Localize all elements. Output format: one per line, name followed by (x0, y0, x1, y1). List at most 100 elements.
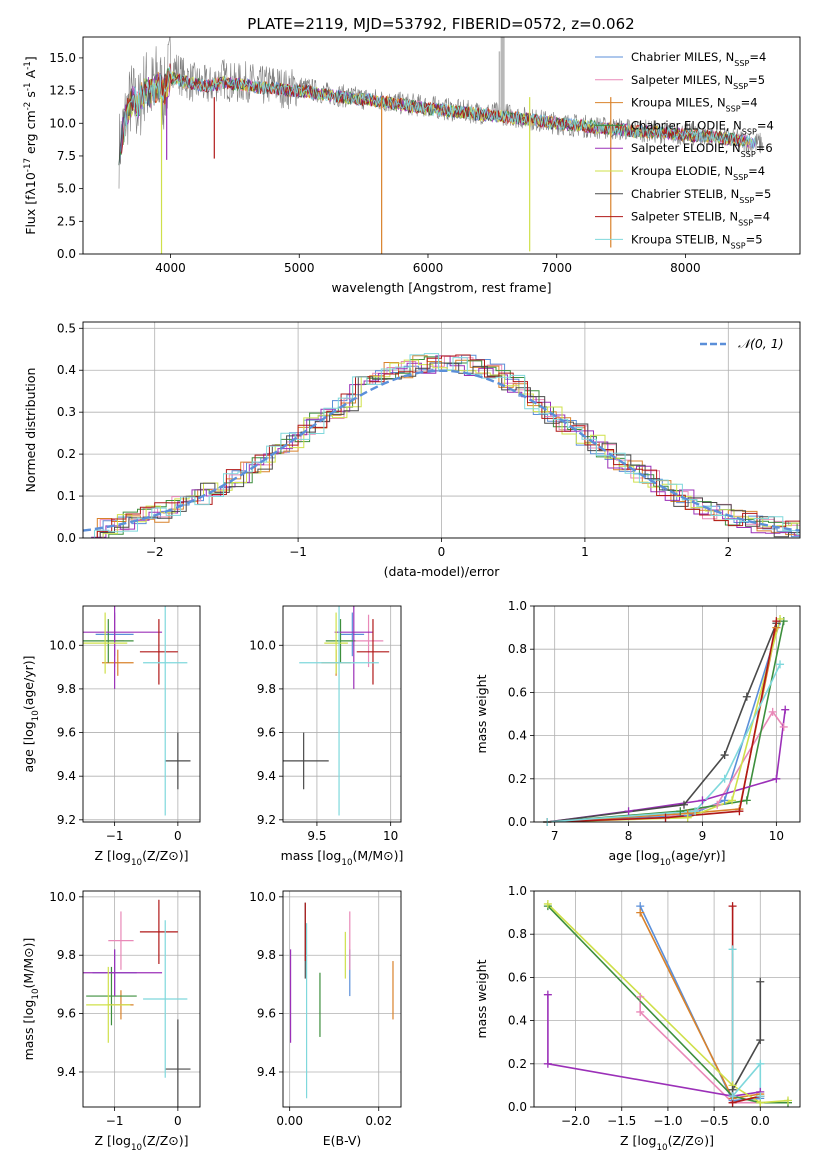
x-tick-label: 0.02 (365, 1114, 392, 1128)
legend-label: Chabrier ELODIE, NSSP=4 (631, 118, 774, 136)
x-tick-label: 0 (174, 1114, 182, 1128)
normal-curve (83, 369, 800, 532)
x-tick-label: −2 (146, 545, 164, 559)
x-tick-label: 10 (383, 829, 398, 843)
weight-marker (742, 692, 751, 701)
chart-massweight_vs_age: 7 8 9 10 0.0 0.2 0.4 0.6 0.8 1.0 age [log10(age/yr… (474, 599, 801, 868)
y-tick-label: 0.3 (57, 405, 76, 419)
x-tick-label: 9 (699, 829, 707, 843)
y-tick-label: 0.4 (508, 729, 527, 743)
y-tick-label: 0.0 (57, 247, 76, 261)
y-tick-label: 10.0 (249, 638, 276, 652)
y-tick-label: 9.6 (257, 726, 276, 740)
plot-area (118, 37, 763, 254)
y-tick-label: 1.0 (508, 599, 527, 613)
plot-area (83, 606, 200, 822)
weight-marker (636, 1007, 645, 1016)
chart-spectrum: 4000 5000 6000 7000 8000 0.0 2.5 5.0 7.5 10.0 12.5… (23, 36, 801, 295)
y-tick-label: 0.4 (57, 363, 76, 377)
x-axis-label: mass [log10(M/M⊙)] (281, 848, 404, 868)
x-axis-label: wavelength [Angstrom, rest frame] (331, 280, 551, 295)
weight-marker (624, 807, 633, 816)
x-tick-label: 9.5 (307, 829, 326, 843)
y-tick-label: 2.5 (57, 214, 76, 228)
axes-frame (82, 890, 201, 1108)
weight-marker (783, 1096, 792, 1105)
weight-marker (683, 813, 692, 822)
weight-marker (543, 990, 552, 999)
y-tick-label: 5.0 (57, 182, 76, 196)
plot-area (283, 606, 401, 822)
histogram-salpeter-elodie (83, 355, 800, 538)
y-tick-label: 9.2 (57, 813, 76, 827)
legend-label: Salpeter MILES, NSSP=5 (631, 73, 765, 91)
x-axis-label: E(B-V) (323, 1133, 362, 1148)
y-tick-label: 0.8 (508, 927, 527, 941)
chart-mass_vs_Z: −1 0 9.4 9.6 9.8 10.0 Z [log10(Z/Z⊙)] mass [log… (21, 890, 201, 1153)
chart-residuals: −2 −1 0 1 2 0.0 0.1 0.2 0.3 0.4 0.5 (data-model)/er… (23, 321, 801, 579)
x-tick-label: 2 (724, 545, 732, 559)
weight-marker (698, 796, 707, 805)
weight-marker (720, 796, 729, 805)
weight-marker (756, 977, 765, 986)
y-tick-label: 15.0 (49, 51, 76, 65)
weight-line-kroupa-stelib (731, 949, 762, 1099)
y-tick-label: 10.0 (249, 890, 276, 904)
y-tick-label: 9.4 (257, 769, 276, 783)
weight-marker (756, 1059, 765, 1068)
legend-label: Salpeter STELIB, NSSP=4 (631, 210, 770, 228)
x-tick-label: 0.0 (751, 1114, 770, 1128)
x-tick-label: 10 (769, 829, 784, 843)
x-tick-label: 8000 (670, 261, 701, 275)
y-tick-label: 9.6 (57, 1007, 76, 1021)
weight-marker (756, 1036, 765, 1045)
y-tick-label: 7.5 (57, 149, 76, 163)
y-tick-label: 0.2 (508, 772, 527, 786)
axes-frame (82, 321, 801, 539)
weight-marker (728, 945, 737, 954)
y-tick-label: 10.0 (49, 638, 76, 652)
y-tick-label: 9.8 (57, 682, 76, 696)
x-axis-label: Z [log10(Z/Z⊙)] (620, 1133, 714, 1153)
weight-marker (756, 1092, 765, 1101)
y-tick-label: 0.6 (508, 970, 527, 984)
figure-title: PLATE=2119, MJD=53792, FIBERID=0572, z=0… (247, 15, 634, 33)
weight-marker (636, 992, 645, 1001)
x-tick-label: −0.5 (700, 1114, 729, 1128)
chart-age_vs_Z: −1 0 9.2 9.4 9.6 9.8 10.0 Z [log10(Z/Z⊙)] age [l… (21, 605, 201, 868)
legend-label: Chabrier STELIB, NSSP=5 (631, 187, 771, 205)
x-tick-label: −1.0 (653, 1114, 682, 1128)
x-axis-label: (data-model)/error (384, 564, 501, 579)
x-tick-label: −1 (289, 545, 307, 559)
weight-marker (728, 796, 737, 805)
y-tick-label: 9.6 (57, 726, 76, 740)
plot-area (83, 322, 800, 538)
weight-marker (543, 1059, 552, 1068)
legend-label: 𝒩(0, 1) (738, 336, 784, 351)
y-tick-label: 0.2 (57, 447, 76, 461)
weight-marker (779, 722, 788, 731)
y-tick-label: 9.4 (257, 1065, 276, 1079)
y-tick-label: 0.0 (508, 815, 527, 829)
x-axis-label: Z [log10(Z/Z⊙)] (94, 1133, 188, 1153)
spectrum-model-kroupa-stelib (123, 66, 756, 148)
x-tick-label: 7 (551, 829, 559, 843)
y-axis-label: mass weight (474, 674, 489, 753)
histogram-kroupa-stelib (83, 353, 800, 538)
x-tick-label: 1 (581, 545, 589, 559)
y-tick-label: 12.5 (49, 84, 76, 98)
x-tick-label: 6000 (413, 261, 444, 275)
chart-age_vs_mass: 9.5 10 9.2 9.4 9.6 9.8 10.0 mass [log10(M/M⊙)] (249, 605, 404, 868)
weight-marker (676, 807, 685, 816)
y-tick-label: 9.8 (57, 948, 76, 962)
weight-marker (720, 751, 729, 760)
y-axis-label: mass weight (474, 959, 489, 1038)
weight-marker (691, 807, 700, 816)
legend-label: Kroupa STELIB, NSSP=5 (631, 232, 763, 250)
plot-area (283, 891, 401, 1107)
y-tick-label: 0.8 (508, 642, 527, 656)
y-axis-label: Normed distribution (23, 368, 38, 493)
x-tick-label: −2.0 (561, 1114, 590, 1128)
spectrum-model-salpeter-stelib (121, 63, 745, 154)
